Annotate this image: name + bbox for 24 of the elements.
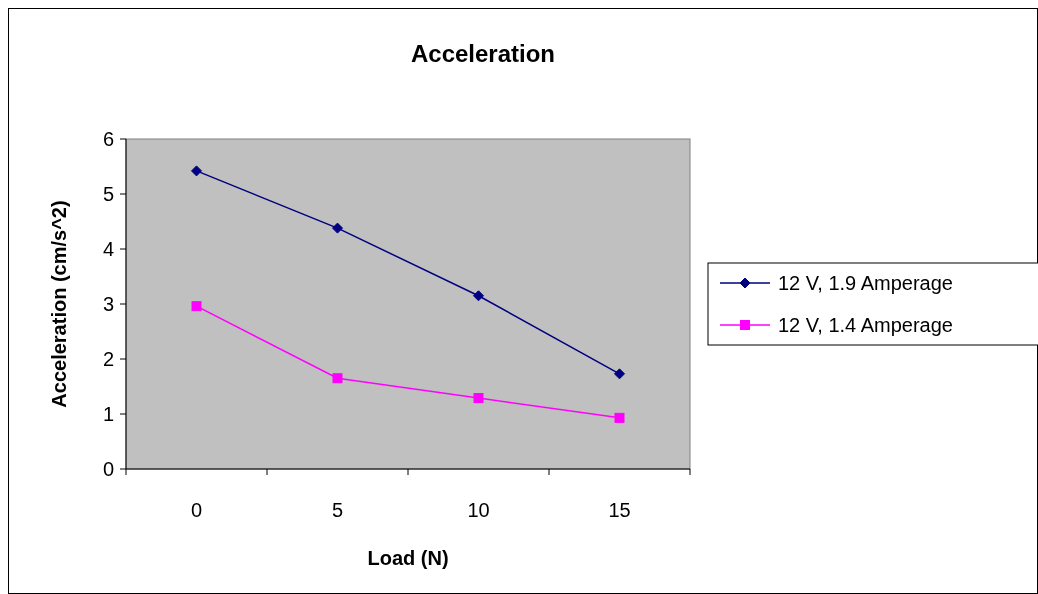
y-tick-label: 3 [102,293,114,315]
y-tick-label: 0 [102,458,114,480]
y-tick-label: 1 [102,403,114,425]
point [191,165,202,177]
x-tick-label: 0 [190,499,203,521]
point [614,412,625,423]
point [191,301,202,312]
point [332,373,343,384]
x-tick-label: 10 [467,499,490,521]
x-axis-title: Load (N) [367,547,449,569]
y-tick-label: 4 [102,238,114,260]
y-tick-label: 6 [102,128,114,150]
legend-label: 12 V, 1.9 Amperage [778,272,953,294]
y-axis-title: Acceleration (cm/s^2) [48,200,70,408]
point [473,393,484,404]
chart-title: Acceleration [410,40,556,67]
point [332,222,343,234]
legend-label: 12 V, 1.4 Amperage [778,314,953,336]
x-tick-label: 15 [608,499,631,521]
y-tick-label: 5 [102,183,114,205]
x-tick-label: 5 [331,499,344,521]
y-tick-label: 2 [102,348,114,370]
point [473,290,484,302]
point [614,368,625,380]
